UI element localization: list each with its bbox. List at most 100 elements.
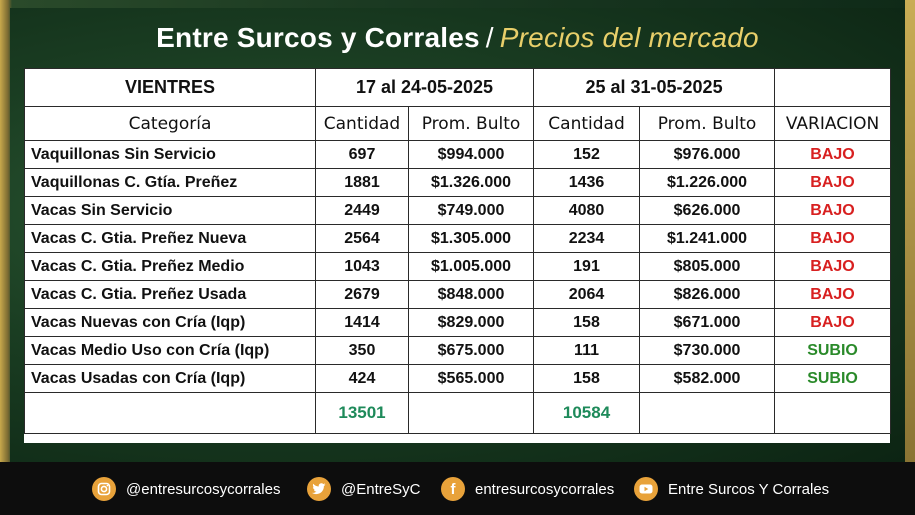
gold-edge — [905, 0, 915, 462]
variacion-cell: BAJO — [774, 196, 892, 225]
total-cantidad-2: 10584 — [533, 392, 641, 434]
period2-header: 25 al 31-05-2025 — [533, 68, 776, 107]
variacion-cell: BAJO — [774, 308, 892, 337]
cantidad-1-cell: 2449 — [315, 196, 409, 225]
twitter-link[interactable]: @EntreSyC — [307, 476, 420, 502]
table-row: Vacas Usadas con Cría (Iqp) 424 $565.000 15… — [24, 364, 892, 393]
price-table-container: VIENTRES 17 al 24-05-2025 25 al 31-05-20… — [24, 68, 892, 443]
instagram-icon — [92, 477, 116, 501]
cantidad-1-cell: 1043 — [315, 252, 409, 281]
col-cantidad-1: Cantidad — [315, 106, 409, 141]
col-categoria: Categoría — [24, 106, 316, 141]
price-table: VIENTRES 17 al 24-05-2025 25 al 31-05-20… — [24, 68, 892, 434]
prom-1-cell: $749.000 — [407, 196, 535, 225]
social-footer: @entresurcosycorrales @EntreSyC f entres… — [0, 462, 915, 515]
col-prom-1: Prom. Bulto — [407, 106, 535, 141]
total-empty-2 — [639, 392, 776, 434]
variacion-cell: BAJO — [774, 168, 892, 197]
title-subtitle: Precios del mercado — [499, 22, 759, 53]
category-cell: Vacas Medio Uso con Cría (Iqp) — [24, 336, 316, 365]
cantidad-1-cell: 2679 — [315, 280, 409, 309]
prom-1-cell: $1.305.000 — [407, 224, 535, 253]
table-row: Vacas C. Gtia. Preñez Medio 1043 $1.005.00… — [24, 252, 892, 281]
table-row: Vacas Sin Servicio 2449 $749.000 4080 $626.0… — [24, 196, 892, 225]
prom-2-cell: $671.000 — [639, 308, 776, 337]
prom-2-cell: $1.241.000 — [639, 224, 776, 253]
category-cell: Vacas C. Gtia. Preñez Medio — [24, 252, 316, 281]
cantidad-1-cell: 1414 — [315, 308, 409, 337]
cantidad-2-cell: 111 — [533, 336, 641, 365]
table-body: Vaquillonas Sin Servicio 697 $994.000 152 $9… — [24, 140, 892, 393]
variacion-cell: BAJO — [774, 140, 892, 169]
youtube-icon — [634, 477, 658, 501]
cantidad-2-cell: 158 — [533, 308, 641, 337]
variacion-cell: BAJO — [774, 280, 892, 309]
youtube-label: Entre Surcos Y Corrales — [668, 480, 830, 498]
category-cell: Vaquillonas C. Gtía. Preñez — [24, 168, 316, 197]
prom-1-cell: $675.000 — [407, 336, 535, 365]
cantidad-1-cell: 350 — [315, 336, 409, 365]
cantidad-2-cell: 2234 — [533, 224, 641, 253]
totals-row: 13501 10584 — [24, 392, 892, 434]
prom-1-cell: $829.000 — [407, 308, 535, 337]
category-cell: Vacas C. Gtia. Preñez Nueva — [24, 224, 316, 253]
cantidad-2-cell: 4080 — [533, 196, 641, 225]
prom-2-cell: $730.000 — [639, 336, 776, 365]
total-empty-3 — [774, 392, 892, 434]
facebook-icon: f — [441, 477, 465, 501]
prom-2-cell: $582.000 — [639, 364, 776, 393]
total-empty-1 — [407, 392, 535, 434]
prom-1-cell: $994.000 — [407, 140, 535, 169]
col-variacion: VARIACION — [774, 106, 892, 141]
prom-1-cell: $565.000 — [407, 364, 535, 393]
facebook-link[interactable]: f entresurcosycorrales — [441, 476, 614, 502]
prom-2-cell: $805.000 — [639, 252, 776, 281]
cantidad-1-cell: 1881 — [315, 168, 409, 197]
prom-1-cell: $848.000 — [407, 280, 535, 309]
page-title: Entre Surcos y Corrales / Precios del merc… — [0, 22, 915, 54]
prom-2-cell: $1.226.000 — [639, 168, 776, 197]
variacion-cell: SUBIO — [774, 364, 892, 393]
table-row: Vaquillonas C. Gtía. Preñez 1881 $1.326.00… — [24, 168, 892, 197]
total-cantidad-1: 13501 — [315, 392, 409, 434]
variacion-cell: BAJO — [774, 224, 892, 253]
cantidad-1-cell: 697 — [315, 140, 409, 169]
prom-2-cell: $976.000 — [639, 140, 776, 169]
empty-header — [774, 68, 892, 107]
title-main: Entre Surcos y Corrales — [156, 22, 480, 53]
table-header-row-1: VIENTRES 17 al 24-05-2025 25 al 31-05-20… — [24, 68, 892, 107]
category-cell: Vaquillonas Sin Servicio — [24, 140, 316, 169]
cantidad-2-cell: 191 — [533, 252, 641, 281]
instagram-link[interactable]: @entresurcosycorrales — [92, 476, 280, 502]
variacion-cell: BAJO — [774, 252, 892, 281]
instagram-label: @entresurcosycorrales — [126, 480, 281, 498]
group-header: VIENTRES — [24, 68, 316, 107]
category-cell: Vacas Nuevas con Cría (Iqp) — [24, 308, 316, 337]
twitter-icon — [307, 477, 331, 501]
facebook-label: entresurcosycorrales — [475, 480, 615, 498]
prom-1-cell: $1.005.000 — [407, 252, 535, 281]
prom-2-cell: $826.000 — [639, 280, 776, 309]
youtube-link[interactable]: Entre Surcos Y Corrales — [634, 476, 829, 502]
table-row: Vacas Medio Uso con Cría (Iqp) 350 $675.00… — [24, 336, 892, 365]
variacion-cell: SUBIO — [774, 336, 892, 365]
col-prom-2: Prom. Bulto — [639, 106, 776, 141]
cantidad-2-cell: 152 — [533, 140, 641, 169]
table-header-row-2: Categoría Cantidad Prom. Bulto Cantidad … — [24, 106, 892, 141]
category-cell: Vacas Usadas con Cría (Iqp) — [24, 364, 316, 393]
category-cell: Vacas Sin Servicio — [24, 196, 316, 225]
table-row: Vaquillonas Sin Servicio 697 $994.000 152 $9… — [24, 140, 892, 169]
totals-label — [24, 392, 316, 434]
cantidad-1-cell: 424 — [315, 364, 409, 393]
cantidad-1-cell: 2564 — [315, 224, 409, 253]
cantidad-2-cell: 1436 — [533, 168, 641, 197]
prom-2-cell: $626.000 — [639, 196, 776, 225]
cantidad-2-cell: 158 — [533, 364, 641, 393]
twitter-label: @EntreSyC — [341, 480, 421, 498]
cantidad-2-cell: 2064 — [533, 280, 641, 309]
category-cell: Vacas C. Gtia. Preñez Usada — [24, 280, 316, 309]
prom-1-cell: $1.326.000 — [407, 168, 535, 197]
col-cantidad-2: Cantidad — [533, 106, 641, 141]
table-row: Vacas C. Gtia. Preñez Usada 2679 $848.000 2… — [24, 280, 892, 309]
table-row: Vacas C. Gtia. Preñez Nueva 2564 $1.305.00… — [24, 224, 892, 253]
